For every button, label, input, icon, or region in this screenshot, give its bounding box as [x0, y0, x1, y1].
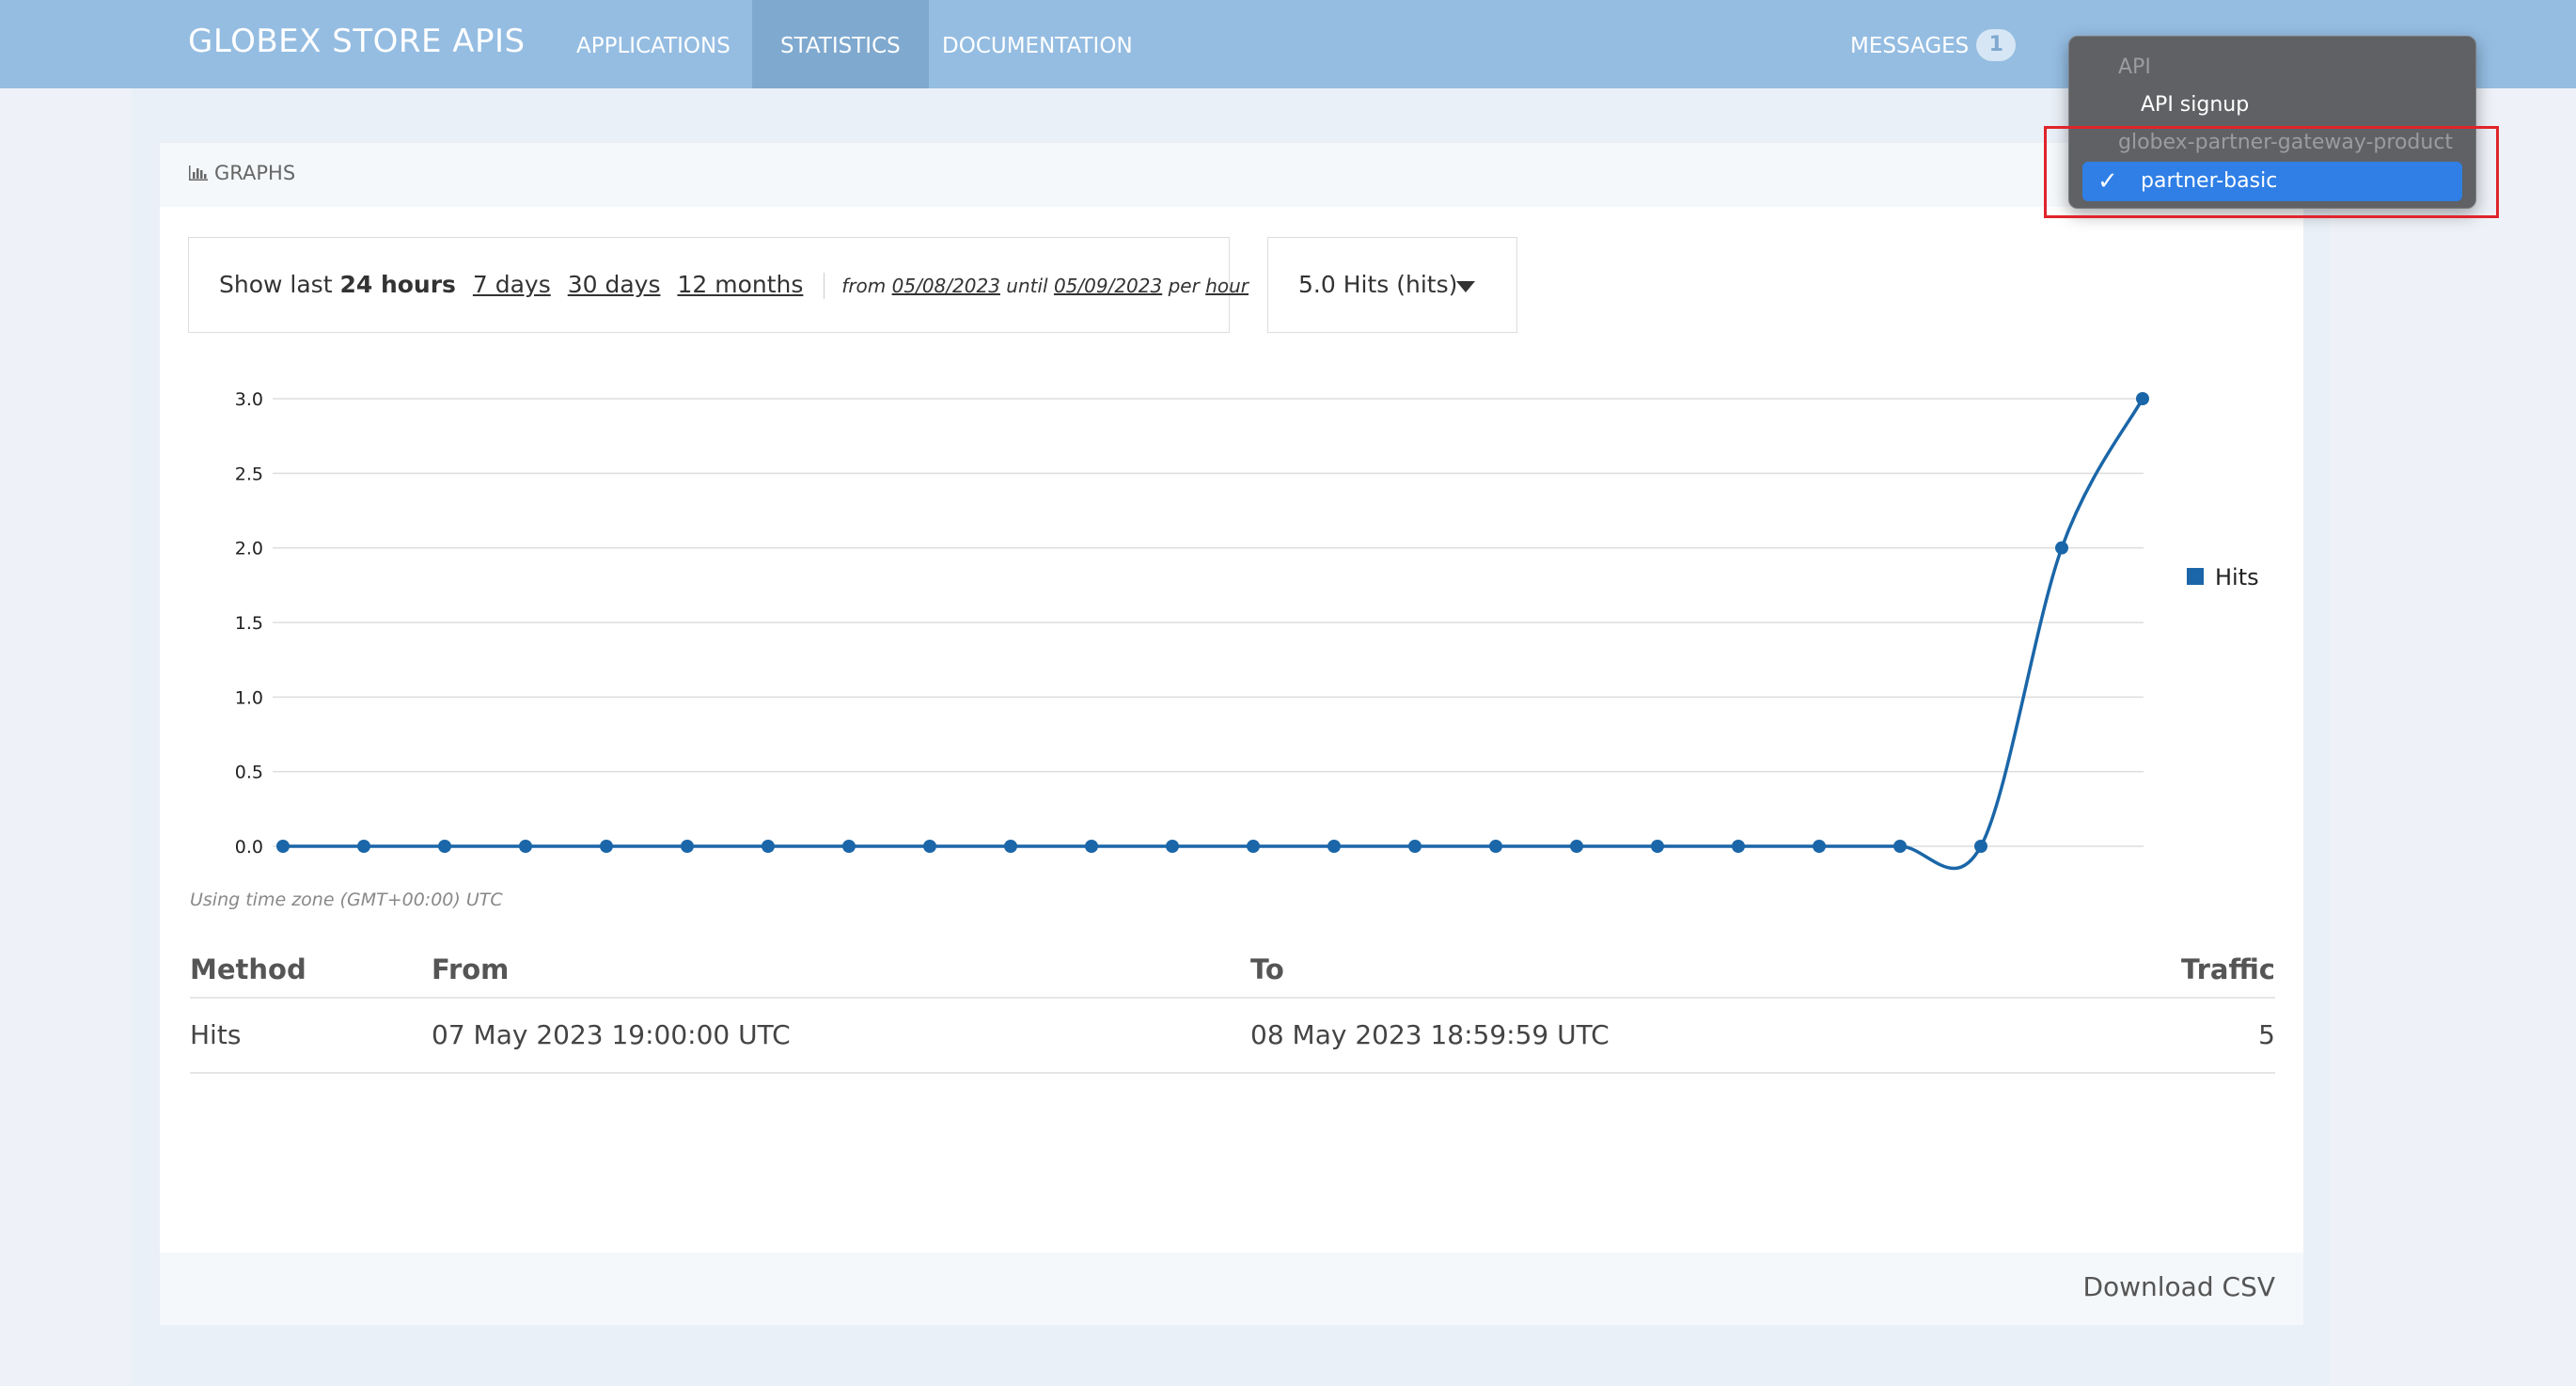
legend-label-hits: Hits [2215, 564, 2259, 591]
data-point [1408, 840, 1422, 853]
data-point [1974, 840, 1987, 853]
range-prefix: Show last [219, 271, 333, 298]
data-point [762, 840, 775, 853]
header-method: Method [190, 953, 306, 985]
hits-line-chart: 3.02.52.01.51.00.50.0May 7 19:00May 7 22… [235, 389, 2259, 871]
graphs-panel-header: GRAPHS [160, 143, 2303, 207]
time-range-selector: Show last 24 hours 7 days 30 days 12 mon… [188, 237, 1249, 333]
cell-method: Hits [190, 1019, 242, 1050]
messages-label: MESSAGES [1850, 34, 1970, 58]
dropdown-option-partner-basic[interactable]: ✓ partner-basic [2082, 162, 2462, 201]
range-12-months-link[interactable]: 12 months [677, 271, 804, 298]
graphs-title: GRAPHS [188, 162, 295, 184]
nav-documentation[interactable]: DOCUMENTATION [942, 34, 1133, 58]
data-point [1327, 840, 1341, 853]
data-point [842, 840, 856, 853]
graphs-panel-footer: Download CSV [160, 1252, 2303, 1325]
per-label: per [1168, 275, 1200, 297]
y-tick-label: 1.0 [235, 687, 263, 708]
y-tick-label: 3.0 [235, 389, 263, 410]
cell-traffic: 5 [2258, 1019, 2275, 1050]
data-point [1085, 840, 1098, 853]
dropdown-option-partner-basic-label: partner-basic [2141, 169, 2278, 193]
dropdown-group-api: API [2118, 55, 2151, 79]
nav-applications[interactable]: APPLICATIONS [576, 34, 730, 58]
until-label: until [1006, 275, 1048, 297]
granularity-link[interactable]: hour [1205, 275, 1249, 297]
y-tick-label: 2.5 [235, 464, 263, 484]
data-point [1732, 840, 1745, 853]
plan-dropdown-menu: API API signup globex-partner-gateway-pr… [2068, 36, 2476, 209]
series-line-hits [283, 398, 2144, 871]
data-point [276, 840, 290, 853]
cell-to: 08 May 2023 18:59:59 UTC [1250, 1019, 1610, 1050]
dropdown-option-api-signup[interactable]: API signup [2141, 93, 2250, 117]
messages-count-badge: 1 [1976, 28, 2017, 61]
data-point [438, 840, 451, 853]
metric-selector-label: 5.0 Hits (hits) [1298, 271, 1458, 298]
data-point [1651, 840, 1664, 853]
nav-statistics[interactable]: STATISTICS [752, 0, 929, 88]
data-point [681, 840, 694, 853]
legend-swatch-hits [2187, 568, 2204, 585]
y-tick-label: 1.5 [235, 613, 263, 634]
timezone-note: Using time zone (GMT+00:00) UTC [190, 890, 503, 910]
data-point [1247, 840, 1260, 853]
range-7-days-link[interactable]: 7 days [472, 271, 551, 298]
y-tick-label: 0.0 [235, 837, 263, 858]
data-point [357, 840, 370, 853]
metric-selector[interactable]: 5.0 Hits (hits) [1267, 237, 1517, 333]
y-tick-label: 2.0 [235, 539, 263, 559]
data-point [1004, 840, 1017, 853]
data-point [2055, 541, 2068, 555]
nav-messages[interactable]: MESSAGES 1 [1850, 0, 2017, 88]
header-traffic: Traffic [2181, 953, 2275, 985]
data-point [1570, 840, 1583, 853]
header-to: To [1250, 953, 1284, 985]
data-point [519, 840, 532, 853]
data-point [1489, 840, 1502, 853]
until-date-link[interactable]: 05/09/2023 [1053, 275, 1163, 297]
range-divider [824, 273, 825, 299]
table-row: Hits 07 May 2023 19:00:00 UTC 08 May 202… [190, 999, 2275, 1074]
caret-down-icon [1456, 281, 1475, 292]
from-date-link[interactable]: 05/08/2023 [891, 275, 1000, 297]
range-30-days-link[interactable]: 30 days [567, 271, 661, 298]
cell-from: 07 May 2023 19:00:00 UTC [432, 1019, 791, 1050]
traffic-table-header: Method From To Traffic [190, 940, 2275, 999]
data-point [923, 840, 936, 853]
brand-logo[interactable]: GLOBEX STORE APIS [188, 23, 526, 60]
range-selected: 24 hours [339, 271, 456, 298]
data-point [1893, 840, 1907, 853]
from-label: from [841, 275, 887, 297]
checkmark-icon: ✓ [2097, 167, 2118, 196]
custom-range: from 05/08/2023 until 05/09/2023 per hou… [841, 275, 1249, 297]
header-from: From [432, 953, 510, 985]
data-point [600, 840, 613, 853]
data-point [1166, 840, 1179, 853]
download-csv-link[interactable]: Download CSV [2082, 1271, 2275, 1302]
data-point [2136, 392, 2149, 405]
dropdown-group-partner-gateway: globex-partner-gateway-product [2118, 131, 2454, 154]
graphs-title-text: GRAPHS [214, 162, 296, 184]
y-tick-label: 0.5 [235, 763, 263, 783]
graphs-panel: GRAPHS Show last 24 hours 7 days 30 days… [160, 143, 2303, 1325]
data-point [1813, 840, 1826, 853]
bar-chart-icon [189, 165, 208, 181]
annotation-highlight-box [2044, 126, 2499, 218]
